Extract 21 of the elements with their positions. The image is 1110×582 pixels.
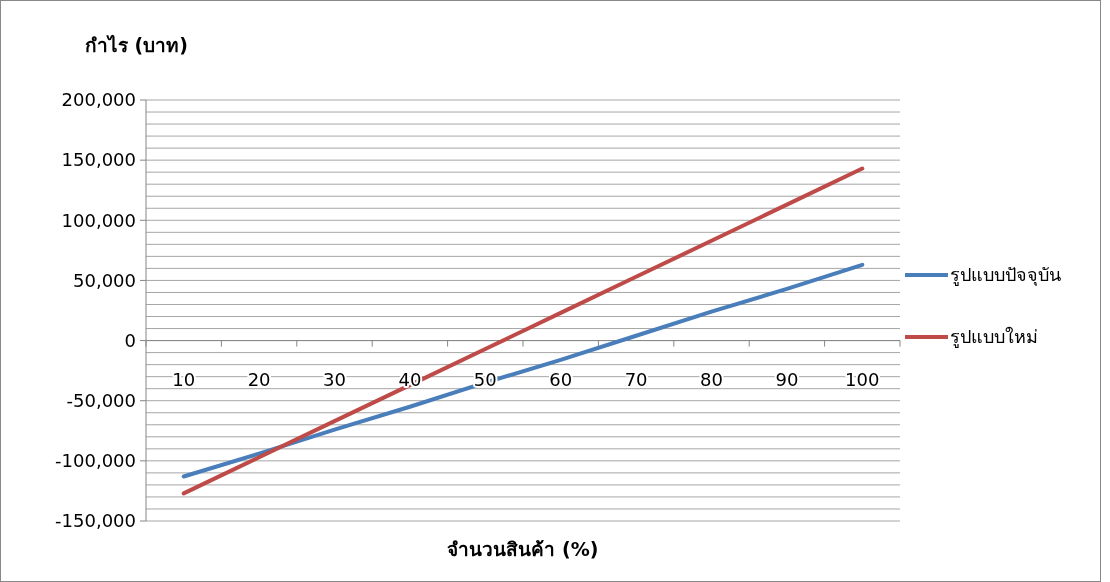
x-tick-label: 10 — [172, 368, 196, 390]
y-tick-label: -100,000 — [55, 450, 136, 472]
legend-label: รูปแบบปัจจุบัน — [950, 264, 1061, 287]
x-tick-label: 40 — [398, 368, 422, 390]
x-tick-label: 70 — [624, 368, 648, 390]
x-tick-label: 60 — [549, 368, 573, 390]
y-tick-label: 100,000 — [61, 209, 136, 231]
y-tick-label: 0 — [124, 329, 136, 351]
x-tick-label: 20 — [247, 368, 271, 390]
y-tick-label: 50,000 — [73, 269, 136, 291]
y-tick-label: 150,000 — [61, 149, 136, 171]
x-tick-label: 90 — [775, 368, 799, 390]
x-axis-title: จำนวนสินค้า (%) — [447, 538, 599, 560]
legend-label: รูปแบบใหม่ — [950, 326, 1038, 349]
x-tick-label: 80 — [700, 368, 723, 390]
x-tick-label: 30 — [323, 368, 346, 390]
y-tick-label: -50,000 — [66, 390, 136, 412]
y-tick-label: 200,000 — [61, 89, 136, 111]
x-tick-label: 100 — [845, 368, 880, 390]
y-axis-title: กำไร (บาท) — [85, 34, 188, 56]
y-tick-label: -150,000 — [55, 510, 136, 532]
